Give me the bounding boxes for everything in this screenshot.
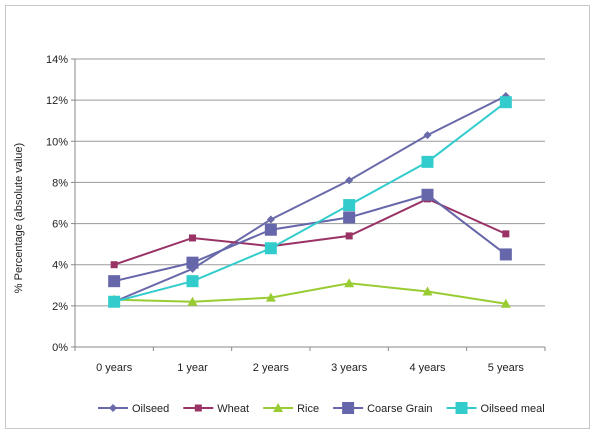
legend-item: Rice xyxy=(263,403,319,415)
series-oilseed-meal xyxy=(108,96,512,308)
series-line xyxy=(113,101,507,303)
legend-label: Wheat xyxy=(217,403,249,415)
data-point xyxy=(266,215,275,224)
y-tick-label: 0% xyxy=(52,342,68,354)
data-point xyxy=(186,256,199,269)
y-tick-labels: 0% 2% 4% 6% 8% 10% 12% 14% xyxy=(46,54,68,354)
legend-label: Oilseed xyxy=(132,403,169,415)
legend-swatch-marker xyxy=(109,404,117,412)
data-point xyxy=(421,188,434,201)
y-tick-label: 10% xyxy=(46,136,68,148)
x-tick-label: 2 years xyxy=(253,362,290,374)
legend-swatch-marker xyxy=(342,402,355,414)
x-tick-label: 5 years xyxy=(488,362,525,374)
y-tick-label: 6% xyxy=(52,219,68,231)
data-point xyxy=(423,131,432,140)
y-tick-label: 14% xyxy=(46,54,68,66)
data-point xyxy=(264,223,277,236)
data-point xyxy=(189,234,196,242)
gridlines xyxy=(71,58,545,348)
y-tick-label: 8% xyxy=(52,177,68,189)
data-point xyxy=(343,199,356,212)
x-tick-label: 4 years xyxy=(409,362,446,374)
data-point xyxy=(500,298,511,308)
series-line xyxy=(114,282,506,305)
y-axis-label: % Percentage (absolute value) xyxy=(13,143,25,293)
legend-label: Oilseed meal xyxy=(481,403,545,415)
data-point xyxy=(499,96,512,109)
data-point xyxy=(421,155,434,168)
legend-item: Coarse Grain xyxy=(333,402,433,415)
data-point xyxy=(343,211,356,224)
data-point xyxy=(345,232,353,240)
x-tick-labels: 0 years 1 year 2 years 3 years 4 years 5 year… xyxy=(74,347,546,374)
series-rice xyxy=(109,278,511,308)
x-tick-label: 1 year xyxy=(177,362,208,374)
legend-item: Oilseed xyxy=(98,403,169,415)
data-point xyxy=(108,275,121,288)
y-tick-label: 2% xyxy=(52,301,68,313)
series-line xyxy=(113,95,507,303)
data-point xyxy=(422,286,433,296)
x-tick-label: 0 years xyxy=(96,362,133,374)
legend: Oilseed Wheat Rice Coarse Grain Oilseed meal xyxy=(98,402,545,415)
legend-label: Coarse Grain xyxy=(367,403,432,415)
legend-item: Oilseed meal xyxy=(446,402,545,415)
data-point xyxy=(186,275,199,288)
series-oilseed xyxy=(110,92,510,306)
data-point xyxy=(108,295,121,308)
legend-swatch-marker xyxy=(273,403,284,412)
series-line xyxy=(113,193,507,283)
series-group xyxy=(108,92,512,308)
legend-swatch-marker xyxy=(194,404,202,412)
chart-frame xyxy=(5,5,590,429)
series-wheat xyxy=(110,195,510,269)
data-point xyxy=(187,296,198,306)
data-point xyxy=(265,292,276,302)
series-coarse-grain xyxy=(108,188,512,288)
y-tick-label: 4% xyxy=(52,260,68,272)
data-point xyxy=(499,248,512,261)
data-point xyxy=(110,261,118,269)
y-tick-label: 12% xyxy=(46,95,68,107)
legend-item: Wheat xyxy=(183,403,249,415)
legend-swatch-marker xyxy=(455,402,468,414)
data-point xyxy=(345,176,354,185)
data-point xyxy=(344,278,355,288)
x-tick-label: 3 years xyxy=(331,362,368,374)
data-point xyxy=(502,230,510,238)
legend-label: Rice xyxy=(297,403,319,415)
data-point xyxy=(264,242,277,255)
